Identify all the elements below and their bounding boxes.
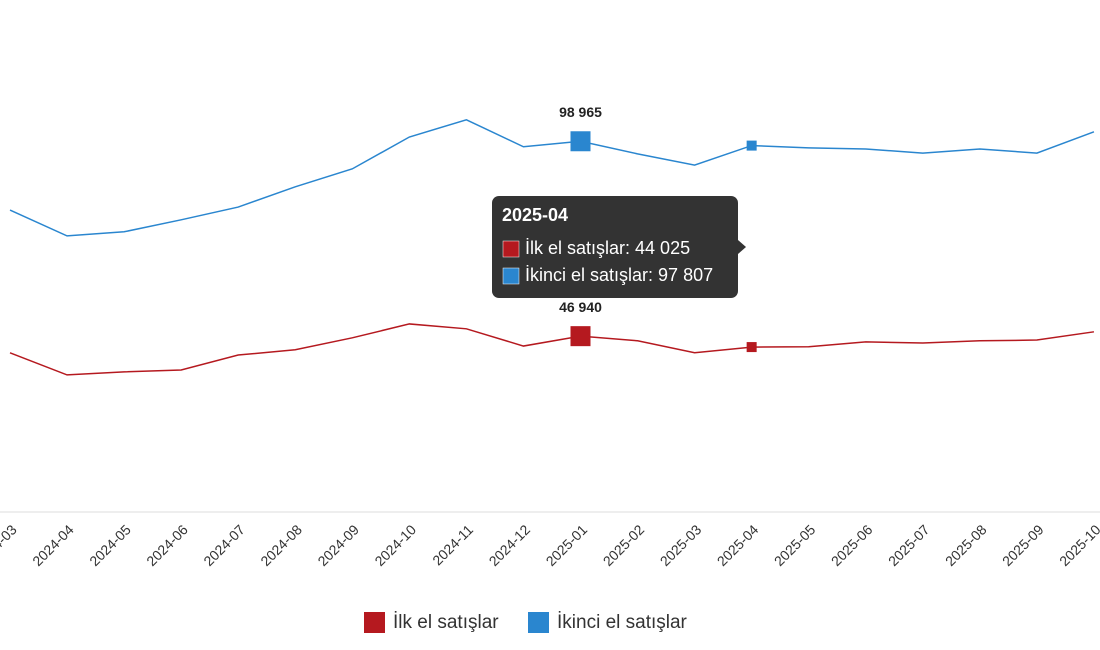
x-tick-label: 2024-06 xyxy=(143,521,191,569)
x-tick-label: 2025-01 xyxy=(543,521,591,569)
hover-marker xyxy=(746,140,757,151)
x-tick-label: 2024-07 xyxy=(200,521,248,569)
tooltip-line: İkinci el satışlar: 97 807 xyxy=(525,265,713,285)
legend-label: İkinci el satışlar xyxy=(557,612,688,633)
legend: İlk el satışlar İkinci el satışlar xyxy=(364,612,688,633)
tooltip-title: 2025-04 xyxy=(502,205,568,225)
legend-swatch xyxy=(364,612,385,633)
hover-marker xyxy=(746,342,757,353)
plot: 2024-03 2024-04 2024-05 2024-06 2024-07 2024-… xyxy=(0,104,1100,569)
legend-label: İlk el satışlar xyxy=(393,612,499,633)
tooltip-swatch xyxy=(502,267,520,285)
x-tick-label: 2025-02 xyxy=(600,521,648,569)
x-tick-label: 2024-10 xyxy=(371,521,419,569)
x-tick-label: 2024-03 xyxy=(0,521,20,569)
x-tick-label: 2025-03 xyxy=(657,521,705,569)
x-tick-label: 2024-12 xyxy=(486,521,534,569)
x-tick-label: 2025-10 xyxy=(1056,521,1100,569)
x-tick-label: 2025-05 xyxy=(771,521,819,569)
highlight-marker xyxy=(570,131,591,152)
x-tick-label: 2025-09 xyxy=(999,521,1047,569)
legend-swatch xyxy=(528,612,549,633)
series-line xyxy=(9,323,1095,376)
data-label: 46 940 xyxy=(559,299,602,315)
x-tick-label: 2024-09 xyxy=(314,521,362,569)
highlight-marker xyxy=(570,326,591,347)
x-tick-label: 2025-04 xyxy=(714,521,762,569)
tooltip-box xyxy=(492,196,738,298)
tooltip-line: İlk el satışlar: 44 025 xyxy=(525,238,690,258)
x-tick-label: 2024-11 xyxy=(429,521,476,568)
series-line xyxy=(9,118,1095,237)
tooltip-arrow xyxy=(738,240,746,254)
data-label: 98 965 xyxy=(559,104,602,120)
x-tick-label: 2024-08 xyxy=(257,521,305,569)
x-tick-label: 2024-05 xyxy=(86,521,134,569)
x-tick-label: 2024-04 xyxy=(29,521,77,569)
tooltip-swatch xyxy=(502,240,520,258)
x-tick-label: 2025-07 xyxy=(885,521,933,569)
x-tick-label: 2025-06 xyxy=(828,521,876,569)
tooltip: 2025-04 İlk el satışlar: 44 025 İkinci el… xyxy=(492,196,746,298)
x-tick-label: 2025-08 xyxy=(942,521,990,569)
